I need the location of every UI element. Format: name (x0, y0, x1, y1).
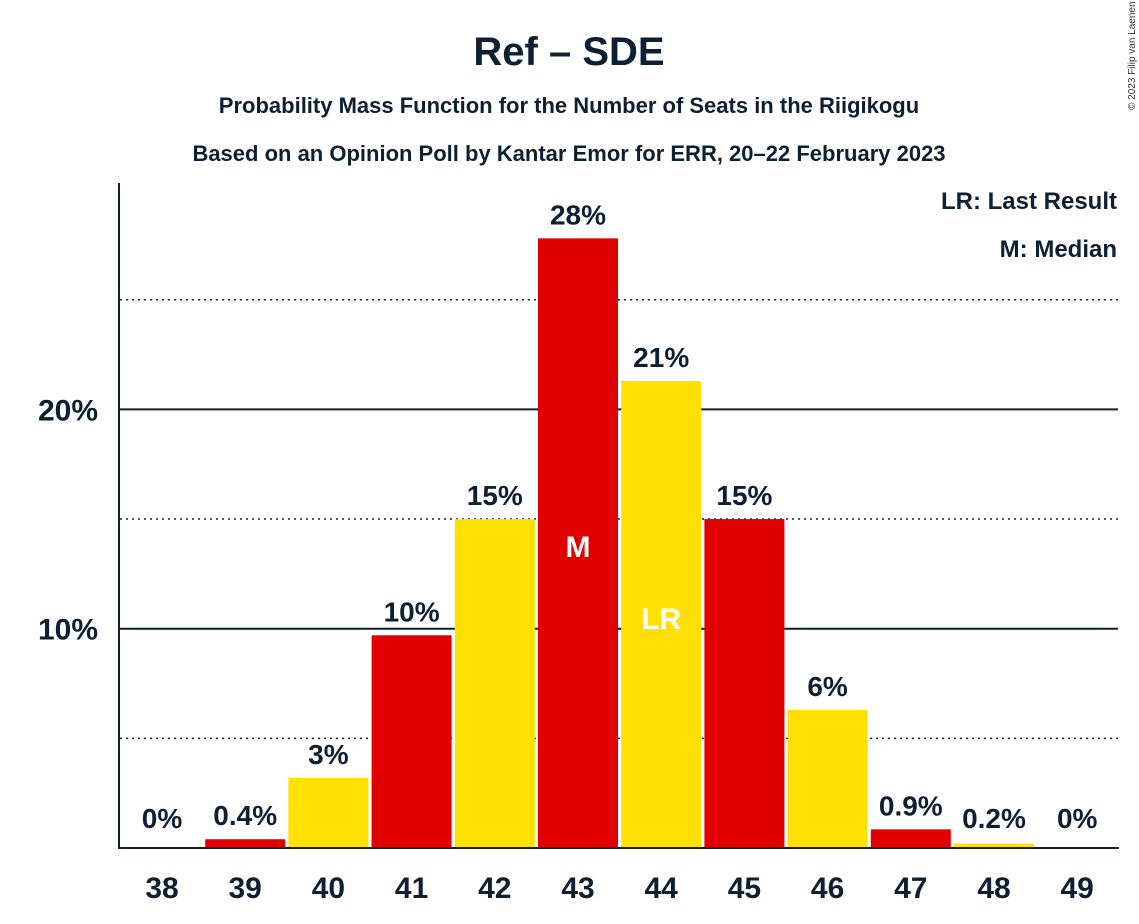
bar-42 (454, 519, 535, 848)
data-label-42: 15% (467, 480, 523, 511)
data-label-48: 0.2% (962, 803, 1026, 834)
x-tick-label-41: 41 (395, 872, 428, 905)
data-label-43: 28% (550, 199, 606, 230)
chart-subtitle-2: Based on an Opinion Poll by Kantar Emor … (192, 141, 945, 166)
bar-47 (870, 829, 951, 848)
data-label-39: 0.4% (213, 800, 277, 831)
x-tick-label-47: 47 (894, 872, 927, 905)
x-tick-label-38: 38 (145, 872, 178, 905)
chart-subtitle: Probability Mass Function for the Number… (219, 93, 919, 118)
bar-45 (704, 519, 785, 848)
data-label-49: 0% (1057, 803, 1098, 834)
bar-41 (371, 635, 452, 848)
legend-entry-0: LR: Last Result (941, 188, 1117, 215)
legend: LR: Last Result M: Median (941, 188, 1117, 263)
x-tick-label-39: 39 (229, 872, 262, 905)
x-tick-label-48: 48 (977, 872, 1010, 905)
copyright-text: © 2023 Filip van Laenen (1127, 1, 1138, 110)
legend-entry-1: M: Median (1000, 236, 1117, 263)
data-label-45: 15% (716, 480, 772, 511)
bar-markers: M LR (566, 531, 682, 636)
y-tick-label-10: 10% (38, 614, 98, 647)
x-tick-label-45: 45 (728, 872, 761, 905)
data-label-41: 10% (384, 596, 440, 627)
x-tick-label-49: 49 (1061, 872, 1094, 905)
chart-title: Ref – SDE (473, 30, 664, 74)
y-axis-ticks: 10% 20% (38, 394, 98, 646)
data-label-46: 6% (807, 671, 848, 702)
bar-40 (288, 777, 369, 848)
gridlines (120, 299, 1118, 740)
bar-44 (621, 380, 702, 848)
y-tick-label-20: 20% (38, 394, 98, 427)
data-label-38: 0% (142, 803, 183, 834)
x-tick-label-40: 40 (312, 872, 345, 905)
marker-lr: LR (641, 603, 681, 636)
bar-48 (954, 843, 1034, 848)
bar-46 (787, 709, 868, 848)
bar-39 (205, 839, 286, 848)
data-label-44: 21% (633, 342, 689, 373)
data-labels: 0% 0.4% 3% 10% 15% 28% 21% 15% 6% 0.9% 0.2% 0% (142, 199, 1098, 834)
x-tick-label-44: 44 (645, 872, 679, 905)
bars (205, 238, 1034, 848)
bar-43 (538, 238, 618, 848)
x-tick-label-42: 42 (478, 872, 511, 905)
data-label-40: 3% (308, 739, 349, 770)
data-label-47: 0.9% (879, 790, 943, 821)
marker-m: M (566, 531, 591, 564)
x-tick-label-46: 46 (811, 872, 844, 905)
x-tick-label-43: 43 (561, 872, 594, 905)
x-axis-ticks: 38 39 40 41 42 43 44 45 46 47 48 49 (145, 872, 1094, 905)
